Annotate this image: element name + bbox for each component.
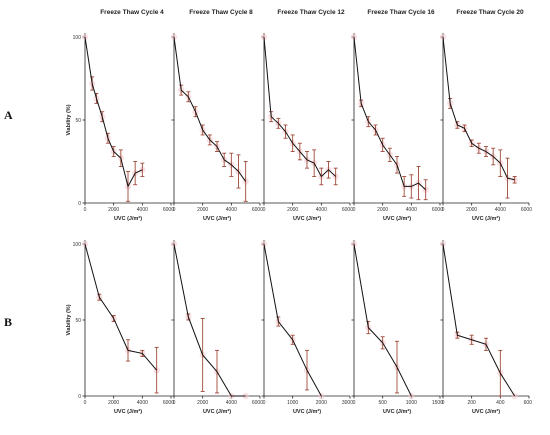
x-tick-label: 2000 bbox=[466, 207, 477, 213]
x-axis-label: UVC (J/m²) bbox=[293, 408, 321, 415]
x-tick-label: 0 bbox=[173, 207, 176, 213]
x-tick-label: 2000 bbox=[377, 207, 388, 213]
x-tick-label: 2000 bbox=[316, 400, 327, 406]
x-tick-label: 0 bbox=[353, 207, 356, 213]
x-axis-label: UVC (J/m²) bbox=[203, 215, 231, 222]
x-tick-label: 0 bbox=[263, 207, 266, 213]
y-tick-label: 50 bbox=[75, 318, 81, 324]
x-tick-label: 500 bbox=[378, 400, 387, 406]
x-tick-label: 6000 bbox=[252, 207, 263, 213]
panel-title: Freeze Thaw Cycle 16 bbox=[367, 9, 435, 16]
x-tick-label: 3000 bbox=[342, 400, 353, 406]
panel-title: Freeze Thaw Cycle 20 bbox=[456, 9, 524, 16]
x-tick-label: 4000 bbox=[226, 400, 237, 406]
x-tick-label: 2000 bbox=[108, 207, 119, 213]
x-tick-label: 6000 bbox=[252, 400, 263, 406]
x-tick-label: 4000 bbox=[226, 207, 237, 213]
panel-1: Freeze Thaw Cycle 8 0 2000 4000 6000 UVC (J/m… bbox=[170, 9, 263, 222]
x-axis-label: UVC (J/m²) bbox=[383, 408, 411, 415]
x-tick-label: 6000 bbox=[342, 207, 353, 213]
x-tick-label: 2000 bbox=[197, 400, 208, 406]
x-tick-label: 0 bbox=[442, 207, 445, 213]
series-line bbox=[84, 36, 143, 188]
x-tick-label: 0 bbox=[84, 207, 87, 213]
x-tick-label: 0 bbox=[173, 400, 176, 406]
x-tick-label: 4000 bbox=[495, 207, 506, 213]
x-axis-label: UVC (J/m²) bbox=[114, 408, 142, 415]
x-axis-label: UVC (J/m²) bbox=[472, 215, 500, 222]
x-tick-label: 600 bbox=[524, 400, 533, 406]
x-axis-label: UVC (J/m²) bbox=[472, 408, 500, 415]
y-tick-label: 100 bbox=[73, 242, 82, 248]
series-line bbox=[263, 243, 322, 397]
x-axis-label: UVC (J/m²) bbox=[383, 215, 411, 222]
x-tick-label: 2000 bbox=[108, 400, 119, 406]
x-tick-label: 1000 bbox=[406, 400, 417, 406]
panel-title: Freeze Thaw Cycle 12 bbox=[277, 9, 345, 16]
x-tick-label: 6000 bbox=[163, 400, 174, 406]
x-tick-label: 6000 bbox=[432, 207, 443, 213]
x-tick-label: 1000 bbox=[287, 400, 298, 406]
panel-6: 0 2000 4000 6000 UVC (J/m²) bbox=[170, 240, 263, 415]
panel-4: Freeze Thaw Cycle 20 0 2000 4000 6000 UVC (J/… bbox=[439, 9, 532, 222]
x-tick-label: 6000 bbox=[163, 207, 174, 213]
y-tick-label: 50 bbox=[75, 118, 81, 124]
x-tick-label: 4000 bbox=[137, 207, 148, 213]
x-tick-label: 0 bbox=[353, 400, 356, 406]
x-tick-label: 4000 bbox=[316, 207, 327, 213]
x-tick-label: 1500 bbox=[432, 400, 443, 406]
y-tick-label: 0 bbox=[78, 201, 81, 207]
panel-7: 0 1000 2000 3000 UVC (J/m²) bbox=[260, 240, 353, 415]
series-line bbox=[442, 36, 515, 181]
data-point bbox=[408, 392, 415, 400]
x-tick-label: 4000 bbox=[406, 207, 417, 213]
y-axis-label: Viability (%) bbox=[66, 104, 72, 135]
panels: Freeze Thaw Cycle 40 2000 4000 6000050100UV… bbox=[66, 9, 532, 415]
x-tick-label: 0 bbox=[263, 400, 266, 406]
series-line bbox=[263, 36, 337, 178]
series-line bbox=[173, 36, 247, 182]
x-tick-label: 0 bbox=[84, 400, 87, 406]
x-tick-label: 4000 bbox=[137, 400, 148, 406]
x-axis-label: UVC (J/m²) bbox=[203, 408, 231, 415]
x-tick-label: 200 bbox=[467, 400, 476, 406]
x-tick-label: 6000 bbox=[521, 207, 532, 213]
y-tick-label: 0 bbox=[78, 394, 81, 400]
x-axis-label: UVC (J/m²) bbox=[114, 215, 142, 222]
row-label-a: A bbox=[4, 108, 13, 122]
panel-3: Freeze Thaw Cycle 16 0 2000 4000 6000 UVC (J/… bbox=[350, 9, 443, 222]
series-line bbox=[173, 243, 246, 397]
y-tick-label: 100 bbox=[73, 35, 82, 41]
x-axis-label: UVC (J/m²) bbox=[293, 215, 321, 222]
panel-9: 0 200 400 600 UVC (J/m²) bbox=[439, 240, 533, 415]
data-point bbox=[318, 392, 325, 400]
panel-0: Freeze Thaw Cycle 40 2000 4000 6000050100UV… bbox=[66, 9, 174, 222]
x-tick-label: 0 bbox=[442, 400, 445, 406]
panel-title: Freeze Thaw Cycle 4 bbox=[100, 9, 164, 16]
panel-2: Freeze Thaw Cycle 12 0 2000 4000 6000 UVC (J/… bbox=[260, 9, 353, 222]
x-tick-label: 400 bbox=[496, 400, 505, 406]
panel-8: 0 500 1000 1500 UVC (J/m²) bbox=[350, 240, 443, 415]
x-tick-label: 2000 bbox=[287, 207, 298, 213]
series-line bbox=[442, 243, 516, 397]
series-line bbox=[84, 243, 158, 371]
y-axis-label: Viability (%) bbox=[66, 304, 72, 335]
series-line bbox=[353, 36, 427, 191]
panel-title: Freeze Thaw Cycle 8 bbox=[189, 9, 253, 16]
series-line bbox=[353, 243, 412, 397]
x-tick-label: 2000 bbox=[197, 207, 208, 213]
row-label-b: B bbox=[4, 315, 12, 329]
